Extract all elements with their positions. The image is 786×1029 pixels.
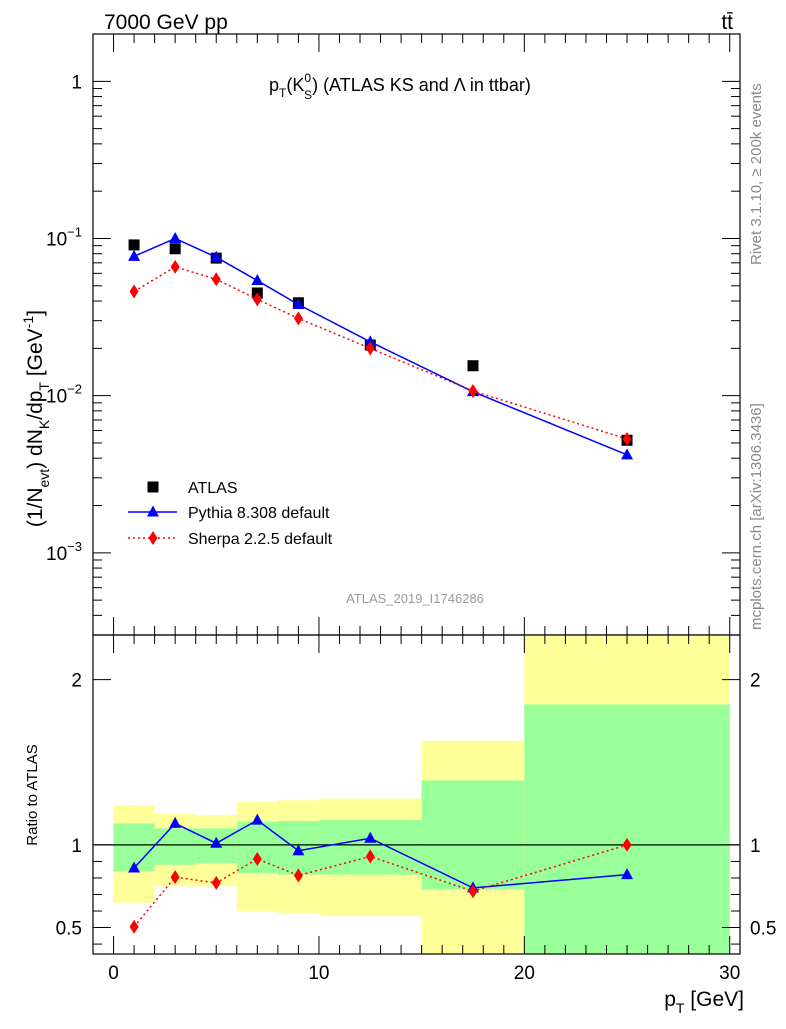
- main-y-tick-labels: 1 10−1 10−2 10−3: [46, 72, 82, 565]
- sherpa-ratio-point: [468, 884, 478, 899]
- sherpa-main-point: [252, 292, 262, 307]
- sherpa-legend-label: Sherpa 2.2.5 default: [188, 531, 333, 548]
- x-tick-label: 20: [514, 963, 535, 984]
- pythia-ratio-line: [133, 819, 628, 889]
- pythia-ratio-point: [128, 861, 141, 873]
- sherpa-ratio-point: [293, 868, 303, 883]
- pythia-main-point: [364, 335, 377, 347]
- ratio-uncertainty-bands: [113, 635, 730, 954]
- main-y-tick-label: 10−2: [46, 382, 82, 408]
- main-series-layer: [128, 231, 634, 460]
- ratio-band-inner: [421, 780, 525, 890]
- data-main-point: [169, 243, 181, 255]
- x-tick-label: 0: [108, 963, 119, 984]
- pythia-main-point: [621, 448, 634, 460]
- pythia-main-point: [251, 274, 264, 286]
- ratio-band-inner: [524, 704, 730, 954]
- sherpa-legend-marker: [148, 531, 158, 545]
- sherpa-ratio-line: [133, 844, 628, 928]
- pythia-ratio-point: [621, 868, 634, 880]
- ratio-axis-ticks: [93, 635, 740, 954]
- ratio-band-inner: [318, 820, 422, 875]
- mcplots-label: mcplots.cern.ch [arXiv:1306.3436]: [748, 403, 765, 630]
- process-label: tt̄: [721, 11, 733, 34]
- main-axis-ticks: [93, 33, 740, 636]
- ratio-band-inner: [154, 828, 196, 865]
- main-y-axis-label: (1/Nevt) dNK/dpT [GeV-1]: [20, 310, 52, 527]
- ratio-y-tick-label-right: 1: [750, 836, 761, 857]
- sherpa-main-point: [293, 311, 303, 326]
- pythia-main-line: [133, 237, 628, 456]
- sherpa-ratio-point: [622, 837, 632, 852]
- pythia-ratio-point: [169, 816, 182, 828]
- x-tick-label: 30: [719, 963, 740, 984]
- data-main-point: [128, 239, 140, 251]
- main-y-tick-label: 10−3: [46, 539, 82, 565]
- ratio-y-tick-label-left: 2: [71, 671, 82, 692]
- main-y-tick-label: 10−1: [46, 224, 82, 250]
- analysis-watermark: ATLAS_2019_I1746286: [346, 591, 484, 606]
- ratio-series-layer: [128, 813, 634, 934]
- sherpa-main-point: [170, 259, 180, 274]
- sherpa-main-point: [622, 431, 632, 446]
- pythia-legend-marker: [147, 505, 159, 517]
- pythia-ratio-point: [364, 831, 377, 843]
- sherpa-ratio-point: [365, 849, 375, 864]
- sherpa-main-point: [211, 272, 221, 287]
- ratio-y-axis-label: Ratio to ATLAS: [24, 744, 41, 845]
- ratio-tick-labels: 0.5 0.51 12 20 10 20 30: [56, 671, 777, 984]
- beam-label: 7000 GeV pp: [104, 11, 228, 34]
- pythia-legend-label: Pythia 8.308 default: [188, 505, 330, 522]
- pythia-main-point: [169, 231, 182, 243]
- pythia-ratio-point: [292, 844, 305, 856]
- sherpa-main-point: [365, 341, 375, 356]
- main-y-tick-label: 1: [71, 72, 82, 93]
- rivet-label: Rivet 3.1.10, ≥ 200k events: [748, 83, 765, 265]
- x-axis-label: pT [GeV]: [664, 988, 744, 1016]
- data-legend-marker: [147, 481, 159, 493]
- sherpa-main-point: [129, 284, 139, 299]
- sherpa-main-line: [133, 266, 628, 440]
- data-main-point: [467, 360, 479, 372]
- x-tick-label: 10: [308, 963, 329, 984]
- ratio-y-tick-label-left: 1: [71, 836, 82, 857]
- pythia-ratio-point: [251, 813, 264, 825]
- sherpa-ratio-point: [129, 919, 139, 934]
- ratio-plot-frame: [92, 634, 741, 955]
- sherpa-main-point: [468, 384, 478, 399]
- sherpa-ratio-point: [211, 875, 221, 890]
- ratio-y-tick-label-left: 0.5: [56, 919, 82, 940]
- pythia-ratio-point: [210, 836, 223, 848]
- pythia-main-point: [210, 250, 223, 262]
- ratio-y-tick-label-right: 0.5: [750, 919, 776, 940]
- pythia-main-point: [128, 249, 141, 261]
- sherpa-ratio-point: [252, 851, 262, 866]
- plot-title: pT(K0 S) (ATLAS KS and Λ in ttbar): [269, 71, 531, 102]
- ratio-y-tick-label-right: 2: [750, 671, 761, 692]
- legend: ATLAS Pythia 8.308 default Sherpa 2.2.5 de…: [128, 480, 333, 548]
- pythia-main-point: [292, 298, 305, 310]
- data-legend-label: ATLAS: [188, 480, 238, 497]
- sherpa-ratio-point: [170, 870, 180, 885]
